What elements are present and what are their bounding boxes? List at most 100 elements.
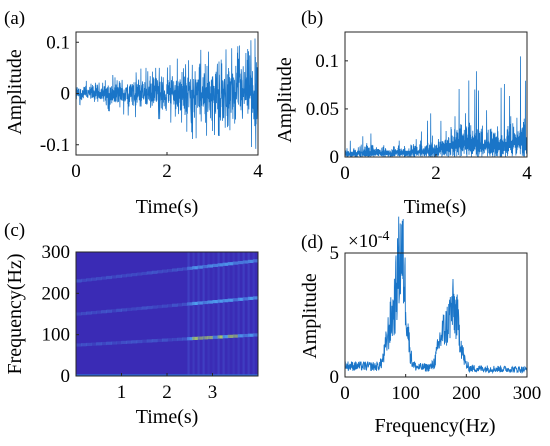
- panel-c-ridge-cell: [187, 266, 193, 270]
- panel-b-ylabel: Amplitude: [274, 57, 296, 143]
- panel-c-ridge-cell: [207, 264, 213, 268]
- panel-c-ytick-label: 0: [61, 366, 71, 387]
- panel-c-ridge-cell: [192, 336, 198, 340]
- panel-c-ridge-cell: [247, 259, 254, 264]
- panel-c-ridge-cell: [116, 308, 122, 312]
- panel-c-ridge-cell: [101, 310, 107, 314]
- panel-c-broadband-cell: [232, 252, 235, 376]
- panel-a-ytick-label: -0.1: [40, 135, 70, 156]
- panel-c-ridge-cell: [252, 259, 259, 263]
- panel-b-ytick-label: 0.1: [315, 51, 339, 72]
- panel-b: (b) Amplitude Time(s) 0 2 4 0 0.05 0.1: [274, 8, 532, 218]
- panel-c-ridge-cell: [116, 341, 122, 345]
- panel-c-ridge-cell: [222, 262, 229, 266]
- panel-b-letter: (b): [301, 8, 323, 29]
- panel-d-ticks: 0 100 200 300 0 5: [330, 243, 542, 404]
- panel-c-ridge-cell: [96, 277, 102, 281]
- panel-c: (c) Frequency(Hz) Time(s) 1 2 3 0 100 200 300: [4, 220, 259, 428]
- panel-c-ridge-cell: [131, 340, 138, 344]
- panel-c-ridge-cell: [192, 266, 198, 270]
- panel-d-letter: (d): [301, 232, 323, 253]
- panel-c-ridge-cell: [116, 274, 122, 278]
- panel-c-ridge-cell: [136, 339, 143, 344]
- panel-b-xtick-label: 2: [431, 163, 441, 184]
- panel-a-ytick-label: 0: [61, 84, 71, 105]
- panel-c-ridge-cell: [91, 277, 97, 281]
- panel-c-ridge-cell: [232, 298, 239, 302]
- panel-c-ridge-cell: [222, 335, 229, 339]
- panel-c-heatmap: [76, 252, 259, 376]
- panel-c-ridge-cell: [81, 343, 87, 347]
- panel-c-ridge-cell: [86, 278, 92, 282]
- panel-c-broadband-cell: [212, 252, 215, 376]
- panel-c-ridge-cell: [222, 299, 229, 303]
- panel-c-ridge-cell: [197, 336, 203, 340]
- panel-c-ridge-cell: [146, 271, 153, 275]
- panel-c-ridge-cell: [91, 311, 97, 315]
- panel-c-broadband-cell: [217, 252, 220, 376]
- panel-c-ridge-cell: [151, 339, 158, 343]
- panel-c-ridge-cell: [197, 301, 203, 305]
- panel-c-broadband-cell: [237, 252, 240, 376]
- panel-d-exponent-power: -4: [378, 229, 390, 244]
- panel-c-ridge-cell: [151, 270, 158, 274]
- panel-c-ridge-cell: [227, 298, 234, 302]
- panel-c-ridge-cell: [202, 336, 208, 340]
- panel-d-ytick-label: 5: [330, 243, 340, 264]
- panel-c-ridge-cell: [156, 270, 163, 274]
- panel-c-ridge-cell: [161, 338, 168, 342]
- panel-c-xtick-label: 2: [162, 382, 172, 403]
- panel-c-ridge-cell: [111, 309, 117, 313]
- panel-c-ridge-cell: [242, 333, 249, 338]
- panel-c-ridge-cell: [131, 273, 138, 277]
- panel-d-spectrum-line: [344, 216, 528, 375]
- panel-c-ridge-cell: [182, 267, 188, 271]
- panel-c-ridge-cell: [192, 301, 198, 306]
- panel-c-ridge-cell: [136, 306, 143, 311]
- panel-a-signal-line: [75, 38, 259, 149]
- panel-a-ytick-label: 0.1: [46, 32, 70, 53]
- panel-c-ridge-cell: [167, 338, 173, 342]
- panel-a: (a) Amplitude Time(s) 0 2 4-0.100.1: [4, 8, 263, 218]
- panel-c-ridge-cell: [91, 342, 97, 346]
- panel-b-signal-line: [344, 56, 528, 158]
- panel-c-broadband-cell: [207, 252, 210, 376]
- panel-c-ridge-cell: [237, 334, 244, 338]
- panel-c-ridge-cell: [141, 271, 148, 276]
- panel-c-ridge-cell: [232, 334, 239, 338]
- panel-c-ridge-cell: [252, 296, 259, 300]
- panel-c-ytick-label: 300: [42, 242, 71, 263]
- panel-c-ridge-cell: [96, 310, 102, 314]
- panel-c-ridge-cell: [121, 340, 128, 345]
- panel-a-ticks: 0 2 4-0.100.1: [40, 32, 263, 182]
- panel-a-letter: (a): [4, 8, 25, 29]
- panel-b-xlabel: Time(s): [404, 196, 467, 218]
- panel-c-ridge-cell: [86, 311, 92, 315]
- panel-c-xtick-label: 1: [117, 382, 127, 403]
- panel-a-xtick-label: 2: [162, 161, 172, 182]
- panel-c-ridge-cell: [242, 297, 249, 301]
- panel-d-xtick-label: 300: [513, 383, 542, 404]
- panel-c-ridge-cell: [172, 268, 178, 272]
- panel-c-ridge-cell: [217, 299, 224, 303]
- panel-c-ridge-cell: [126, 307, 133, 312]
- panel-a-xtick-label: 0: [71, 161, 81, 182]
- panel-c-ridge-cell: [232, 261, 239, 265]
- panel-c-ridge-cell: [217, 335, 224, 339]
- panel-c-ridge-cell: [161, 304, 168, 308]
- panel-c-ridge-cell: [237, 297, 244, 301]
- panel-c-ridge-cell: [182, 302, 188, 306]
- panel-c-ridge-cell: [96, 342, 102, 346]
- panel-b-xtick-label: 4: [522, 163, 532, 184]
- panel-c-ridge-cell: [141, 306, 148, 310]
- panel-c-ridge-cell: [86, 342, 92, 347]
- panel-c-ridge-cell: [101, 276, 107, 280]
- panel-c-ridge-cell: [227, 334, 234, 338]
- panel-c-ytick-label: 100: [42, 325, 71, 346]
- panel-c-ridge-cell: [81, 278, 87, 282]
- panel-a-series: [75, 38, 259, 149]
- panel-c-ridge-cell: [111, 341, 117, 345]
- panel-c-ridge-cell: [212, 263, 219, 268]
- panel-c-ridge-cell: [172, 337, 178, 342]
- panel-c-ridge-cell: [76, 279, 82, 283]
